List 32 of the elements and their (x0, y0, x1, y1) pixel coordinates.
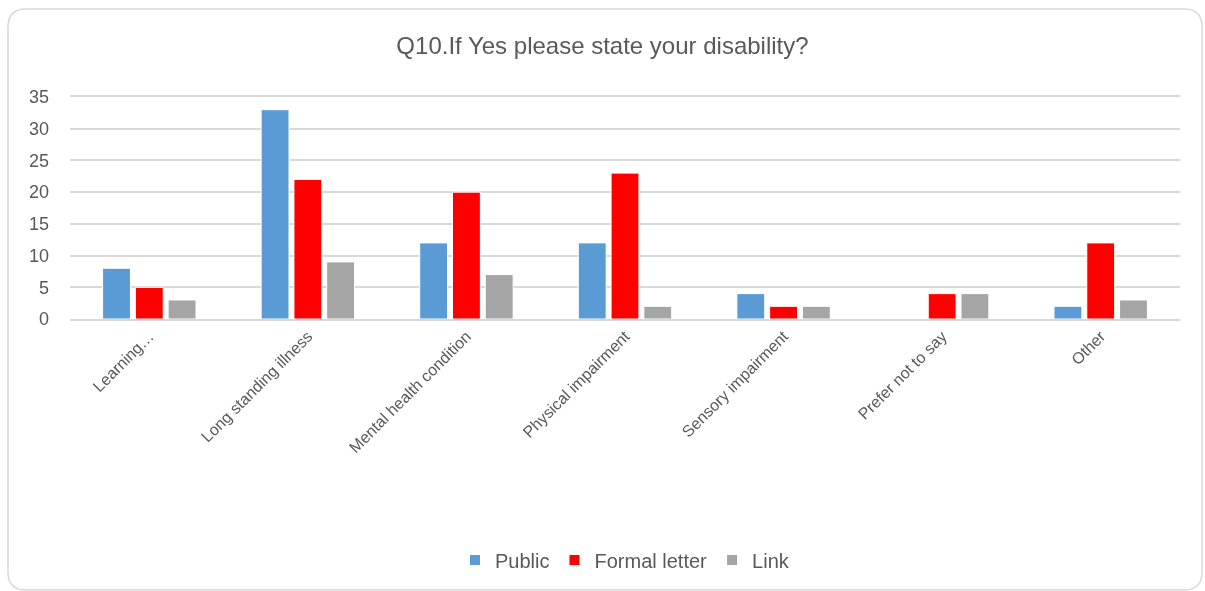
bar (419, 242, 449, 319)
bar (577, 242, 607, 319)
bar (960, 293, 990, 319)
y-tick-label: 5 (38, 277, 49, 298)
legend-label: Formal letter (594, 549, 708, 572)
bar (260, 109, 290, 319)
bar (293, 178, 323, 319)
bar (452, 191, 481, 319)
bar (1119, 299, 1148, 319)
y-tick-label: 35 (28, 87, 49, 108)
bar (484, 274, 514, 319)
bar (610, 172, 640, 319)
bar (102, 267, 131, 319)
y-tick-label: 20 (28, 182, 49, 203)
bar (326, 261, 356, 319)
bar (134, 286, 164, 319)
bar (643, 305, 673, 319)
y-tick-label: 15 (28, 214, 49, 235)
bar (769, 305, 798, 319)
bar (1086, 242, 1116, 319)
bar (736, 293, 766, 319)
bar (167, 299, 197, 319)
bar (927, 293, 957, 319)
chart-title: Q10.If Yes please state your disability? (396, 32, 809, 60)
legend-label: Link (752, 549, 790, 572)
y-tick-label: 10 (28, 245, 49, 266)
legend-label: Public (495, 549, 550, 572)
y-tick-label: 25 (28, 150, 49, 171)
y-tick-label: 0 (38, 309, 49, 330)
bar (801, 305, 831, 319)
bar (1053, 305, 1083, 319)
y-tick-label: 30 (28, 119, 49, 140)
